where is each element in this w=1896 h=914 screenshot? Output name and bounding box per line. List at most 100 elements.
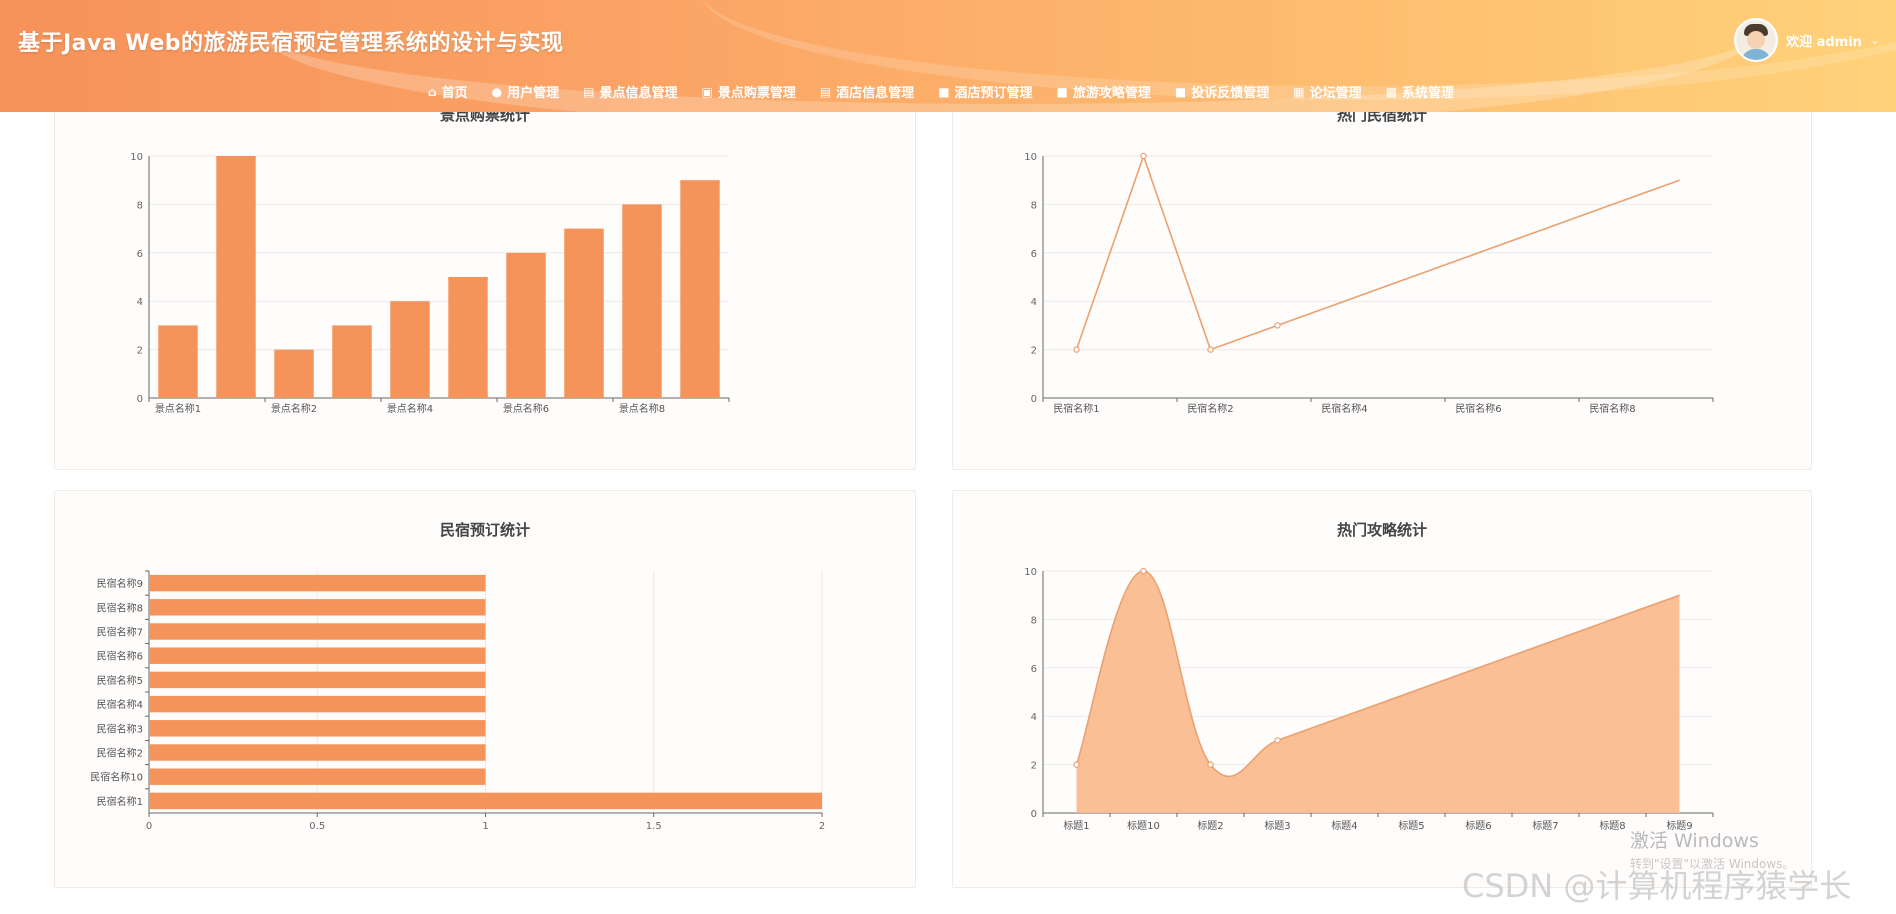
chart-card-ticket-stats: 景点购票统计 0 2 4 6 8 10 景点名称1 景点名称2 景点名称4 景点名称6 景点名称8	[54, 106, 916, 470]
nav-item-label: 景点购票管理	[717, 86, 796, 101]
data-point	[1073, 761, 1080, 768]
bar	[274, 349, 314, 398]
bar	[149, 792, 822, 810]
x-tick-label: 景点名称4	[387, 402, 433, 415]
nav-item-8[interactable]: ▦ 论坛管理	[1293, 82, 1362, 102]
bar	[622, 204, 662, 398]
x-tick-label: 0	[146, 821, 152, 832]
nav-item-label: 旅游攻略管理	[1072, 86, 1151, 101]
y-tick-label: 民宿名称4	[97, 698, 143, 711]
x-tick-label: 标题5	[1398, 820, 1424, 832]
nav-item-0[interactable]: ⌂ 首页	[428, 82, 468, 102]
x-tick-label: 民宿名称2	[1187, 402, 1233, 415]
user-menu[interactable]: 欢迎 admin ⌄	[1734, 18, 1880, 62]
y-tick-label: 10	[1024, 152, 1037, 163]
settings-icon: ▩	[1385, 84, 1397, 99]
x-tick-label: 民宿名称4	[1321, 402, 1367, 415]
y-tick-label: 8	[1031, 615, 1037, 626]
avatar[interactable]	[1734, 18, 1779, 62]
x-tick-label: 标题2	[1197, 820, 1223, 832]
nav-item-3[interactable]: ▣ 景点购票管理	[701, 82, 796, 102]
nav-item-label: 酒店信息管理	[836, 86, 915, 101]
nav-item-6[interactable]: ■ 旅游攻略管理	[1057, 82, 1151, 102]
nav-item-2[interactable]: ▤ 景点信息管理	[583, 82, 678, 102]
nav-item-5[interactable]: ■ 酒店预订管理	[938, 82, 1032, 102]
nav-item-label: 首页	[441, 86, 468, 101]
y-tick-label: 10	[130, 152, 143, 163]
bar	[564, 228, 604, 398]
bar	[448, 277, 488, 398]
nav-item-label: 景点信息管理	[599, 86, 678, 101]
home-icon: ⌂	[428, 84, 437, 99]
chart-title: 热门攻略统计	[1336, 521, 1427, 539]
bar	[149, 574, 486, 592]
nav-item-4[interactable]: ▤ 酒店信息管理	[820, 82, 915, 102]
x-tick-label: 标题1	[1063, 820, 1089, 832]
bar	[149, 599, 486, 616]
bar	[390, 301, 430, 398]
chart-card-homestay-stats: 热门民宿统计 0 2 4 6 8 10 民宿名称1 民宿名称2 民宿名称4 民宿名称6 民宿名称8	[952, 106, 1812, 470]
data-point	[1140, 152, 1147, 160]
grid-icon: ■	[1174, 84, 1187, 99]
x-tick-label: 民宿名称8	[1589, 402, 1635, 415]
y-tick-label: 0	[137, 394, 143, 405]
y-tick-label: 0	[1031, 809, 1037, 820]
x-tick-label: 标题6	[1465, 820, 1491, 832]
y-tick-label: 4	[137, 297, 143, 308]
nav-item-9[interactable]: ▩ 系统管理	[1385, 82, 1454, 102]
y-tick-label: 6	[137, 249, 143, 260]
y-tick-label: 0	[1031, 394, 1037, 405]
data-point	[1140, 567, 1147, 575]
chevron-down-icon[interactable]: ⌄	[1869, 33, 1880, 47]
x-tick-label: 民宿名称6	[1455, 402, 1501, 415]
x-tick-label: 标题9	[1666, 820, 1692, 832]
data-point	[1207, 761, 1214, 768]
y-tick-label: 10	[1024, 567, 1037, 578]
bar	[149, 744, 486, 761]
series-area	[1076, 571, 1680, 813]
y-tick-label: 民宿名称8	[97, 601, 143, 614]
y-tick-label: 4	[1031, 297, 1037, 308]
y-tick-label: 民宿名称9	[97, 577, 143, 590]
nav-item-label: 论坛管理	[1309, 86, 1362, 101]
y-tick-label: 8	[1031, 200, 1037, 211]
bar	[506, 252, 546, 398]
nav-item-label: 投诉反馈管理	[1191, 86, 1270, 101]
x-tick-label: 1	[482, 821, 488, 832]
bar	[332, 325, 372, 398]
bar	[149, 671, 486, 689]
chart-title: 民宿预订统计	[439, 521, 530, 539]
bar	[680, 180, 720, 398]
x-tick-label: 标题3	[1264, 820, 1290, 832]
nav-item-1[interactable]: ● 用户管理	[492, 82, 560, 102]
nav-item-label: 用户管理	[507, 86, 560, 101]
ticket-icon: ▣	[701, 84, 713, 99]
bar	[149, 695, 486, 713]
bar	[149, 623, 486, 640]
header-decoration	[260, 0, 1760, 112]
x-tick-label: 标题4	[1331, 820, 1357, 832]
x-tick-label: 景点名称1	[155, 402, 201, 415]
data-point	[1274, 737, 1281, 744]
ticket-bar-chart: 0 2 4 6 8 10 景点名称1 景点名称2 景点名称4 景点名称6 景点名称8	[130, 152, 730, 415]
y-tick-label: 8	[137, 200, 143, 211]
forum-icon: ▦	[1293, 84, 1305, 99]
windows-activation-sub: 转到"设置"以激活 Windows。	[1630, 857, 1795, 871]
guide-area-chart: 0 2 4 6 8 10 标题1 标题10 标题2 标题3 标题4 标题5 标题6 标题7 标题8 标题9	[1024, 567, 1714, 832]
series-line	[1075, 570, 1680, 778]
y-tick-label: 民宿名称2	[97, 747, 143, 760]
nav-item-7[interactable]: ■ 投诉反馈管理	[1174, 82, 1270, 102]
data-point	[1274, 322, 1281, 329]
x-tick-label: 0.5	[309, 821, 325, 832]
app-title: 基于Java Web的旅游民宿预定管理系统的设计与实现	[18, 31, 564, 56]
homestay-line-chart: 0 2 4 6 8 10 民宿名称1 民宿名称2 民宿名称4 民宿名称6 民宿名称8	[1024, 152, 1714, 415]
welcome-text[interactable]: 欢迎 admin	[1786, 34, 1862, 50]
y-tick-label: 2	[1031, 761, 1037, 772]
doc-icon: ▤	[583, 84, 595, 99]
x-tick-label: 1.5	[646, 821, 662, 832]
booking-hbar-chart: 0 0.5 1 1.5 2 民宿名称1 民宿名称10 民宿名称2 民宿名称3 民宿名称4 民宿名称5…	[90, 570, 825, 832]
x-tick-label: 景点名称8	[619, 402, 665, 415]
y-tick-label: 6	[1031, 249, 1037, 260]
x-tick-label: 景点名称6	[503, 402, 549, 415]
y-tick-label: 民宿名称5	[97, 674, 143, 687]
